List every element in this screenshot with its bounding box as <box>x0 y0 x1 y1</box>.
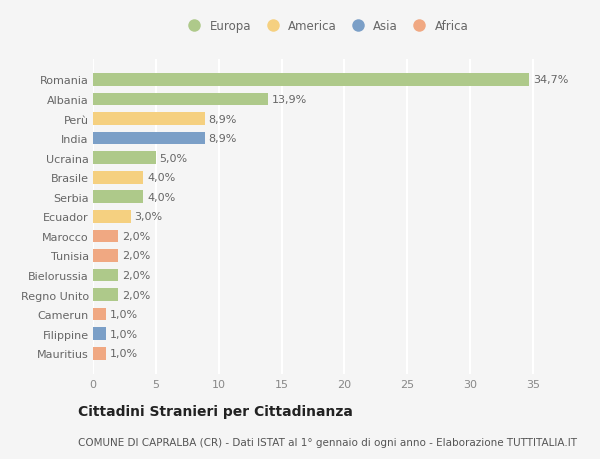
Text: Cittadini Stranieri per Cittadinanza: Cittadini Stranieri per Cittadinanza <box>78 404 353 419</box>
Legend: Europa, America, Asia, Africa: Europa, America, Asia, Africa <box>178 15 473 38</box>
Bar <box>93 113 205 126</box>
Bar <box>93 172 143 184</box>
Bar <box>93 94 268 106</box>
Bar <box>93 347 106 360</box>
Text: 4,0%: 4,0% <box>147 192 175 202</box>
Text: 3,0%: 3,0% <box>134 212 163 222</box>
Bar <box>93 250 118 262</box>
Text: 1,0%: 1,0% <box>109 329 137 339</box>
Text: 2,0%: 2,0% <box>122 290 150 300</box>
Text: 2,0%: 2,0% <box>122 270 150 280</box>
Bar <box>93 191 143 204</box>
Bar <box>93 133 205 145</box>
Text: 8,9%: 8,9% <box>209 134 237 144</box>
Text: 1,0%: 1,0% <box>109 309 137 319</box>
Bar <box>93 328 106 340</box>
Text: 34,7%: 34,7% <box>533 75 568 85</box>
Bar <box>93 211 131 223</box>
Text: COMUNE DI CAPRALBA (CR) - Dati ISTAT al 1° gennaio di ogni anno - Elaborazione T: COMUNE DI CAPRALBA (CR) - Dati ISTAT al … <box>78 437 577 447</box>
Bar <box>93 269 118 282</box>
Text: 2,0%: 2,0% <box>122 251 150 261</box>
Bar <box>93 289 118 301</box>
Bar <box>93 74 529 87</box>
Text: 8,9%: 8,9% <box>209 114 237 124</box>
Bar <box>93 230 118 243</box>
Bar <box>93 152 156 165</box>
Text: 13,9%: 13,9% <box>271 95 307 105</box>
Text: 4,0%: 4,0% <box>147 173 175 183</box>
Text: 5,0%: 5,0% <box>160 153 188 163</box>
Text: 1,0%: 1,0% <box>109 348 137 358</box>
Bar <box>93 308 106 321</box>
Text: 2,0%: 2,0% <box>122 231 150 241</box>
